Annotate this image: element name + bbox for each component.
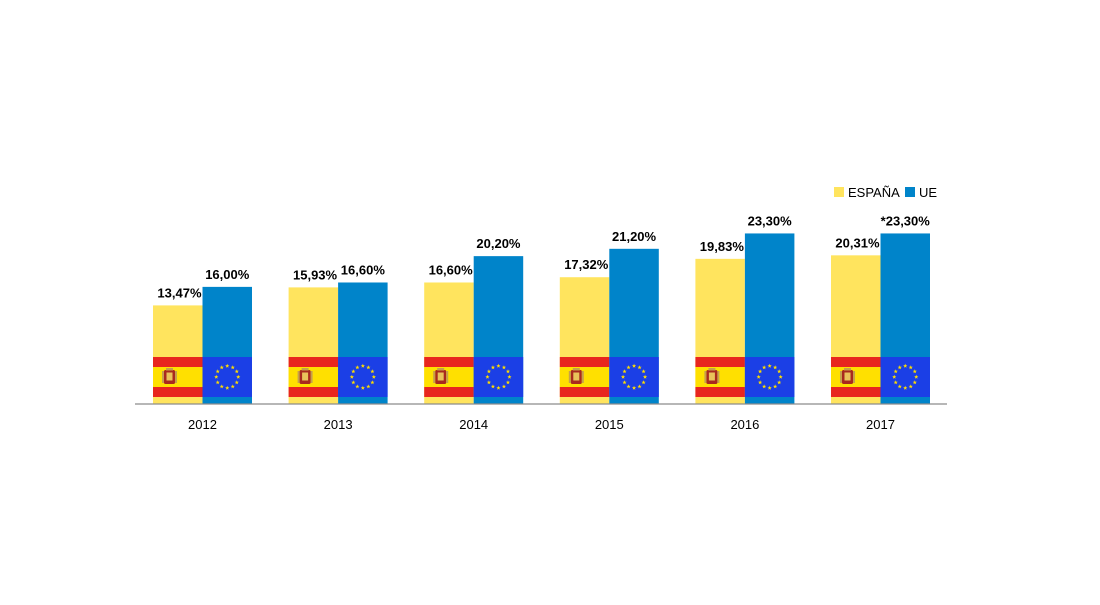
- data-label-ue-2012: 16,00%: [205, 267, 250, 282]
- legend-swatch-espana: [834, 187, 844, 197]
- data-label-espana-2012: 13,47%: [157, 285, 202, 300]
- x-axis-ticks: 2012 2013 2014 2015 2016 2017: [188, 417, 895, 432]
- spain-flag-icon: [695, 357, 745, 397]
- legend-swatch-ue: [905, 187, 915, 197]
- data-label-ue-2014: 20,20%: [476, 236, 521, 251]
- legend-label-espana: ESPAÑA: [848, 185, 900, 200]
- x-tick-2014: 2014: [459, 417, 488, 432]
- spain-flag-icon: [153, 357, 203, 397]
- data-label-ue-2013: 16,60%: [341, 262, 386, 277]
- data-label-espana-2015: 17,32%: [564, 257, 609, 272]
- eu-flag-icon: [609, 357, 659, 397]
- data-label-ue-2015: 21,20%: [612, 229, 657, 244]
- x-tick-2017: 2017: [866, 417, 895, 432]
- spain-flag-icon: [288, 357, 339, 397]
- spain-flag-icon: [424, 357, 474, 397]
- data-label-ue-2016: 23,30%: [748, 213, 793, 228]
- data-labels-layer: 13,47%16,00% 15,93% 16,60% 16,60%20,20%17,3…: [157, 213, 930, 300]
- data-label-espana-2017: 20,31%: [835, 235, 880, 250]
- x-tick-2013: 2013: [324, 417, 353, 432]
- eu-flag-icon: [473, 357, 524, 397]
- legend-label-ue: UE: [919, 185, 937, 200]
- eu-flag-icon: [880, 357, 930, 397]
- data-label-espana-2013: 15,93%: [293, 267, 338, 282]
- spain-flag-icon: [559, 357, 610, 397]
- data-label-espana-2016: 19,83%: [700, 239, 745, 254]
- bars-layer: [153, 233, 930, 404]
- x-tick-2012: 2012: [188, 417, 217, 432]
- eu-flag-icon: [744, 357, 795, 397]
- legend: ESPAÑA UE: [834, 185, 937, 200]
- x-tick-2015: 2015: [595, 417, 624, 432]
- eu-flag-icon: [202, 357, 252, 397]
- spain-flag-icon: [831, 357, 881, 397]
- data-label-ue-2017: *23,30%: [881, 213, 931, 228]
- eu-flag-icon: [338, 357, 388, 397]
- data-label-espana-2014: 16,60%: [429, 262, 474, 277]
- x-tick-2016: 2016: [730, 417, 759, 432]
